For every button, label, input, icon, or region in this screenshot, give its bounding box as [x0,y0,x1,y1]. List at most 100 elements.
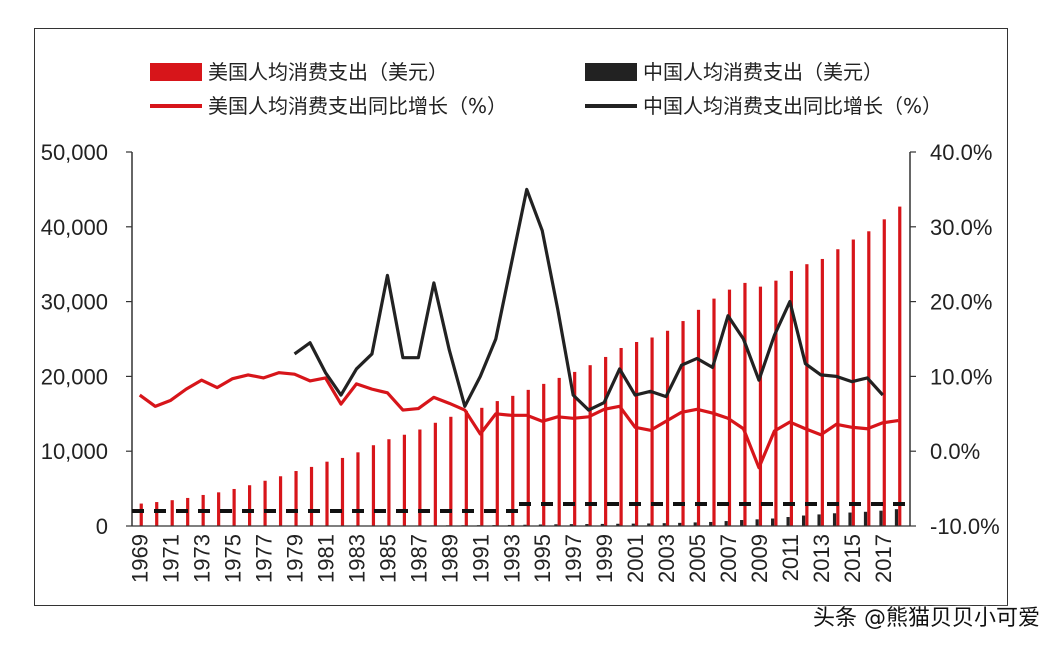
right-tick-label: 40.0% [930,140,992,165]
china-growth-line [293,187,884,412]
x-tick-label: 2015 [840,534,865,583]
x-tick-label: 2003 [654,534,679,583]
left-tick-label: 30,000 [41,290,108,315]
x-tick-label: 2009 [747,534,772,583]
chart-frame [34,28,1008,606]
us-spending-bar-1971 [170,500,174,526]
us-spending-bar-2004 [681,321,685,526]
right-tick-label: 30.0% [930,215,992,240]
us-spending-bar-1987 [418,429,422,526]
us-spending-bar-1992 [495,401,499,526]
china-spending-bar-1998 [585,524,589,526]
china-spending-bar-2002 [647,523,651,526]
china-spending-bar-2010 [771,518,775,526]
us-spending-bar-1975 [232,488,236,526]
legend-label: 中国人均消费支出（美元） [643,60,883,84]
us-spending-bar-1981 [325,461,329,526]
watermark: 头条 @熊猫贝贝小可爱 [813,606,1040,631]
legend: 美国人均消费支出（美元） 中国人均消费支出（美元） 美国人均消费支出同比增长（%） 中… [150,60,942,118]
legend-swatch-bar [585,63,637,81]
us-spending-bar-2005 [696,309,701,526]
us-spending-bar-1999 [604,356,608,526]
us-spending-bars [139,206,902,527]
x-tick-label: 1979 [283,534,308,583]
right-tick-label: 20.0% [930,290,992,315]
us-spending-bar-2013 [820,258,824,526]
china-spending-bar-1995 [538,524,543,526]
us-spending-bar-2012 [805,264,809,526]
x-tick-label: 1969 [128,534,153,583]
us-spending-bar-1998 [588,365,592,526]
x-tick-label: 2011 [778,534,803,581]
china-spending-bar-2016 [863,511,868,526]
us-spending-bar-1982 [340,457,345,526]
us-spending-bar-1986 [402,434,406,526]
x-tick-label: 1999 [592,534,617,583]
growth-lines [138,187,899,470]
right-tick-label: 0.0% [930,439,980,464]
us-spending-bar-1977 [263,480,267,526]
china-spending-bar-2001 [631,523,635,526]
x-tick-label: 1973 [190,534,215,583]
us-growth-line [138,371,899,470]
legend-swatch-bar [150,63,202,81]
x-tick-label: 1997 [561,534,586,583]
us-spending-bar-1978 [278,476,283,526]
us-spending-bar-2017 [882,219,886,526]
legend-label: 美国人均消费支出同比增长（%） [208,94,507,118]
us-spending-bar-2011 [789,270,793,526]
us-spending-bar-1988 [433,422,437,526]
us-spending-bar-1991 [480,407,484,526]
x-tick-label: 1981 [314,534,339,583]
china-spending-bar-1996 [554,524,558,526]
china-spending-bar-1999 [600,523,604,526]
x-tick-label: 2001 [623,534,648,583]
us-spending-bar-1984 [371,445,376,526]
us-spending-bar-2010 [774,280,778,526]
us-spending-bar-1979 [294,471,298,526]
us-spending-bar-1995 [542,383,546,526]
left-tick-label: 50,000 [41,140,108,165]
legend-label: 美国人均消费支出（美元） [208,60,448,84]
china-spending-bar-1997 [569,524,573,526]
us-spending-bar-1996 [557,377,561,526]
us-spending-bar-1976 [248,485,252,526]
left-tick-label: 20,000 [41,364,108,389]
china-spending-bar-2018 [894,509,899,526]
us-spending-bar-1994 [526,389,530,526]
us-spending-bar-1990 [464,410,468,526]
china-spending-bar-2008 [740,520,744,526]
us-spending-bar-2018 [898,206,902,526]
china-spending-bar-2006 [709,521,713,526]
x-tick-label: 2013 [809,534,834,583]
us-spending-bar-2001 [635,341,639,526]
us-spending-bar-1997 [573,371,577,526]
china-spending-bar-2015 [848,512,852,526]
right-tick-label: 10.0% [930,364,992,389]
x-tick-label: 1989 [437,534,462,583]
china-spending-bar-2007 [724,521,728,526]
left-tick-label: 40,000 [41,215,108,240]
x-tick-label: 2007 [716,534,741,583]
us-spending-bar-1969 [139,503,143,526]
x-tick-label: 1983 [344,534,369,583]
us-spending-bar-1980 [309,466,314,526]
us-spending-bar-2008 [743,282,747,526]
x-tick-label: 1987 [406,534,431,583]
us-spending-bar-1993 [511,395,515,526]
us-spending-bar-1974 [217,492,221,526]
x-tick-label: 1995 [530,534,555,583]
us-spending-bar-1983 [356,452,360,526]
us-spending-bar-2003 [665,330,670,526]
x-tick-label: 1975 [221,534,246,583]
china-spending-bar-2017 [879,510,883,526]
us-spending-bar-2009 [758,286,763,526]
us-spending-bar-1985 [387,439,391,526]
x-tick-label: 1977 [252,534,277,583]
china-spending-bar-2009 [755,519,759,526]
x-tick-label: 1993 [499,534,524,583]
china-spending-bar-2011 [786,517,790,526]
us-spending-bar-1970 [155,502,159,526]
china-spending-bar-2013 [817,514,821,526]
